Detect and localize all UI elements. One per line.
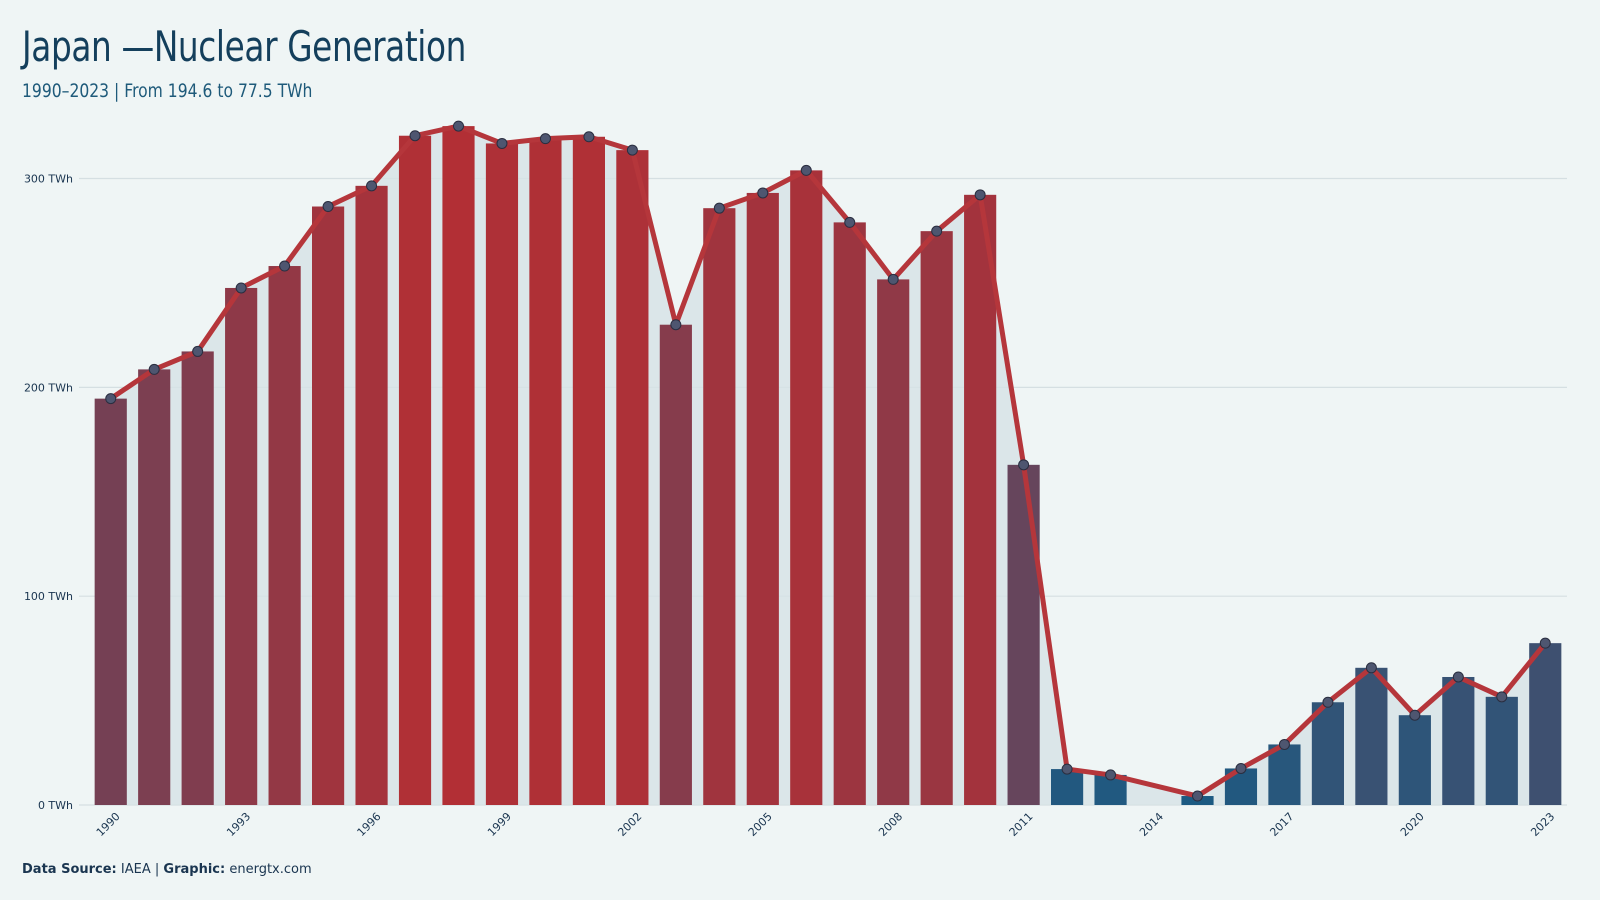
point-1998 bbox=[453, 120, 464, 132]
bar-1999 bbox=[485, 143, 519, 806]
bar-2004 bbox=[703, 208, 736, 805]
point-1991 bbox=[148, 363, 160, 375]
source-value: IAEA bbox=[120, 862, 151, 877]
bar-2006 bbox=[790, 170, 823, 805]
x-tick-label: 2011 bbox=[1007, 810, 1036, 839]
point-2012 bbox=[1061, 763, 1073, 775]
point-2009 bbox=[931, 225, 943, 237]
point-1994 bbox=[279, 260, 291, 272]
point-1993 bbox=[235, 282, 247, 294]
x-tick-label: 2020 bbox=[1398, 810, 1427, 839]
point-1990 bbox=[105, 393, 117, 405]
point-2008 bbox=[887, 273, 899, 285]
point-1996 bbox=[366, 180, 378, 192]
bar-1996 bbox=[355, 185, 388, 805]
bar-2008 bbox=[877, 279, 910, 805]
bar-2005 bbox=[746, 192, 779, 805]
y-axis-ticks: 0 TWh 100 TWh 200 TWh 300 TWh bbox=[24, 173, 73, 812]
x-tick-label: 2014 bbox=[1137, 810, 1166, 839]
footer-separator: | bbox=[154, 862, 160, 877]
bar-2010 bbox=[964, 194, 997, 806]
chart-subtitle: 1990–2023 | From 194.6 to 77.5 TWh bbox=[22, 80, 313, 102]
x-tick-label: 1999 bbox=[485, 810, 514, 839]
bar-2023 bbox=[1529, 643, 1562, 805]
chart-title: Japan —Nuclear Generation bbox=[22, 22, 467, 71]
point-2004 bbox=[713, 202, 725, 214]
point-2019 bbox=[1365, 662, 1377, 674]
y-tick-label: 100 TWh bbox=[24, 590, 73, 603]
point-2018 bbox=[1322, 696, 1334, 708]
bar-1993 bbox=[225, 287, 258, 805]
point-2022 bbox=[1496, 691, 1508, 703]
point-2002 bbox=[626, 144, 638, 156]
x-tick-label: 2017 bbox=[1267, 810, 1296, 839]
bar-2022 bbox=[1485, 696, 1518, 805]
bar-2019 bbox=[1355, 667, 1388, 805]
bar-2009 bbox=[920, 231, 953, 805]
bar-1995 bbox=[312, 206, 345, 805]
y-tick-label: 0 TWh bbox=[38, 799, 73, 812]
bar-2001 bbox=[572, 136, 605, 805]
bars bbox=[94, 126, 1562, 806]
x-tick-label: 1993 bbox=[224, 810, 253, 839]
point-2010 bbox=[974, 189, 986, 201]
x-tick-label: 1996 bbox=[355, 810, 384, 839]
source-label: Data Source: bbox=[22, 862, 117, 877]
bar-2000 bbox=[529, 138, 562, 806]
bar-2011 bbox=[1007, 464, 1040, 805]
bar-1998 bbox=[442, 126, 475, 806]
point-2015 bbox=[1192, 790, 1203, 802]
point-2003 bbox=[670, 319, 682, 331]
point-2023 bbox=[1539, 637, 1551, 649]
point-2013 bbox=[1105, 769, 1117, 781]
point-1997 bbox=[409, 130, 421, 142]
x-tick-label: 1990 bbox=[94, 810, 123, 839]
graphic-value: energtx.com bbox=[229, 862, 312, 877]
bar-2003 bbox=[659, 324, 692, 805]
point-2016 bbox=[1235, 762, 1247, 774]
bar-2012 bbox=[1051, 769, 1084, 805]
bar-2020 bbox=[1398, 715, 1431, 805]
point-1992 bbox=[192, 345, 204, 357]
bar-1990 bbox=[94, 398, 127, 805]
point-1995 bbox=[322, 201, 334, 213]
bar-1992 bbox=[181, 351, 214, 805]
point-2001 bbox=[583, 131, 595, 143]
point-2021 bbox=[1452, 671, 1464, 683]
y-tick-label: 200 TWh bbox=[24, 381, 73, 394]
x-tick-label: 2005 bbox=[746, 810, 775, 839]
y-tick-label: 300 TWh bbox=[24, 173, 73, 186]
bar-2021 bbox=[1442, 676, 1475, 805]
footer: Data Source: IAEA | Graphic: energtx.com bbox=[22, 862, 312, 877]
point-1999 bbox=[496, 137, 508, 149]
bar-1991 bbox=[138, 369, 171, 805]
x-tick-label: 2002 bbox=[615, 810, 644, 839]
bar-2002 bbox=[616, 150, 649, 806]
bar-1994 bbox=[268, 266, 301, 805]
x-tick-label: 2023 bbox=[1528, 810, 1557, 839]
point-2000 bbox=[539, 133, 551, 145]
point-2017 bbox=[1278, 738, 1290, 750]
graphic-label: Graphic: bbox=[163, 862, 226, 877]
bar-1997 bbox=[398, 135, 432, 805]
bar-2017 bbox=[1268, 744, 1301, 805]
point-2020 bbox=[1409, 709, 1421, 721]
point-2011 bbox=[1018, 459, 1030, 471]
point-2007 bbox=[844, 216, 856, 228]
points bbox=[105, 120, 1551, 802]
bar-2018 bbox=[1311, 702, 1344, 805]
x-axis-ticks: 1990 1993 1996 1999 2002 2005 2008 2011 2014 2017… bbox=[94, 810, 1558, 839]
point-2006 bbox=[800, 164, 812, 176]
bar-2007 bbox=[833, 222, 866, 806]
point-2005 bbox=[757, 187, 769, 199]
x-tick-label: 2008 bbox=[876, 810, 905, 839]
